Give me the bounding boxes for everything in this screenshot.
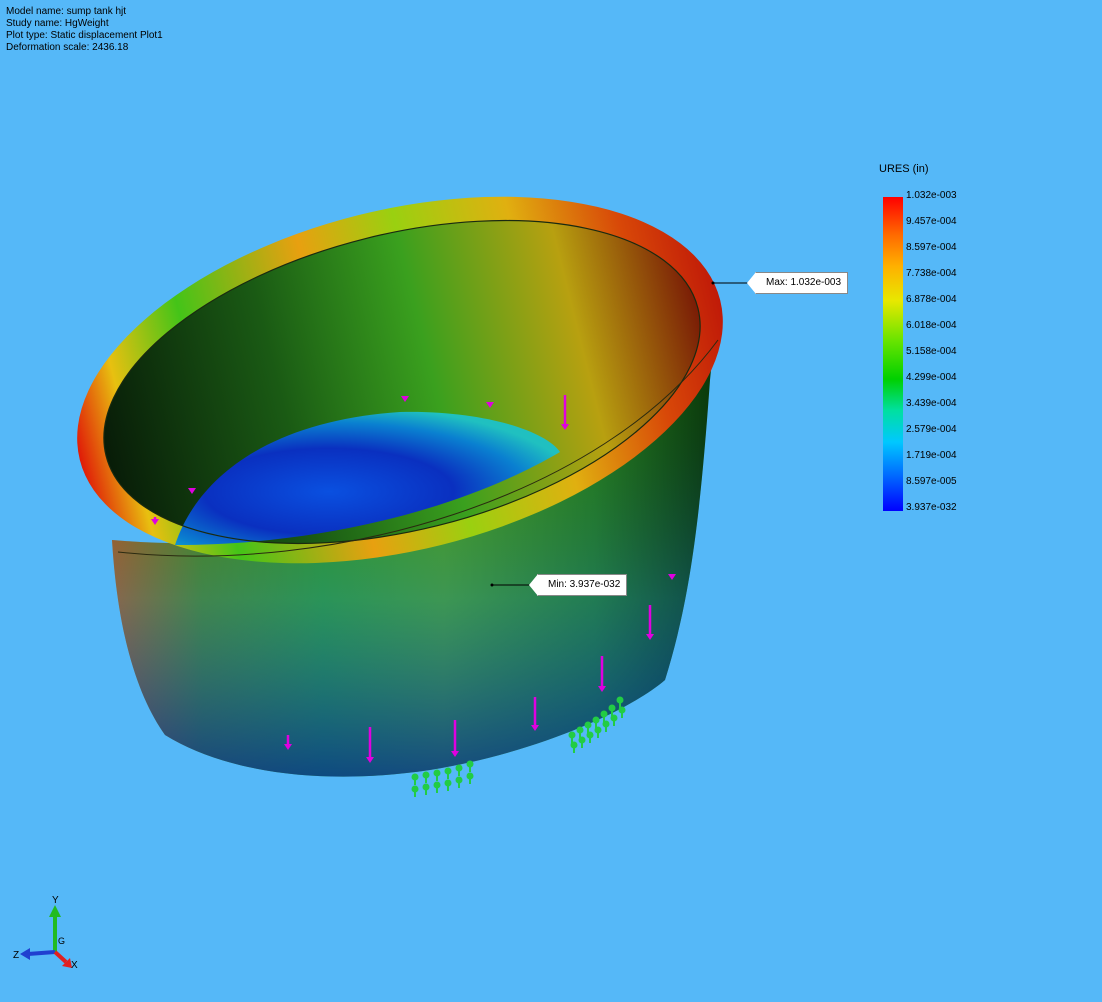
model-name-text: Model name: sump tank hjt	[6, 6, 127, 17]
fixture-symbols	[411, 696, 626, 797]
max-marker	[711, 281, 715, 285]
load-arrowhead	[598, 686, 606, 692]
y-axis-arrowhead	[49, 905, 61, 917]
legend-label: 1.032e-003	[906, 190, 957, 201]
load-arrowhead	[531, 725, 539, 731]
legend-title: URES (in)	[879, 163, 929, 175]
plot-type-text: Plot type: Static displacement Plot1	[6, 30, 163, 41]
load-arrows	[151, 395, 676, 763]
legend-label: 3.937e-032	[906, 502, 957, 513]
legend-label: 1.719e-004	[906, 450, 957, 461]
y-axis-label: Y	[52, 895, 59, 906]
load-arrowhead	[668, 574, 676, 580]
legend-label: 6.018e-004	[906, 320, 957, 331]
z-axis-label: Z	[13, 950, 19, 961]
legend-label: 4.299e-004	[906, 372, 957, 383]
g-axis-label: G	[58, 936, 65, 946]
tank-floor	[175, 411, 560, 545]
legend-label: 2.579e-004	[906, 424, 957, 435]
sump-tank-model	[77, 196, 723, 777]
x-axis-label: X	[71, 960, 78, 971]
load-arrowhead	[151, 519, 159, 525]
model-info-panel: Model name: sump tank hjt Study name: Hg…	[6, 6, 163, 54]
x-axis-arrowhead	[62, 958, 72, 968]
load-arrowhead	[366, 757, 374, 763]
min-marker	[490, 583, 494, 587]
load-arrowhead	[646, 634, 654, 640]
legend-label: 7.738e-004	[906, 268, 957, 279]
load-arrowhead	[188, 488, 196, 494]
axis-triad[interactable]: Y Z X G	[13, 895, 78, 971]
deformation-scale-text: Deformation scale: 2436.18	[6, 42, 129, 53]
legend-label: 3.439e-004	[906, 398, 957, 409]
z-axis-arrowhead	[20, 948, 30, 960]
legend-label: 8.597e-005	[906, 476, 957, 487]
x-axis-arrow	[53, 950, 68, 964]
tank-outer-wall-shading	[112, 330, 715, 777]
load-arrowhead	[486, 402, 494, 408]
legend-label: 6.878e-004	[906, 294, 957, 305]
legend-label: 5.158e-004	[906, 346, 957, 357]
load-arrowhead	[561, 424, 569, 430]
load-arrowhead	[401, 396, 409, 402]
rim-inner-edge	[103, 219, 701, 545]
legend-label: 9.457e-004	[906, 216, 957, 227]
load-arrowhead	[284, 744, 292, 750]
rim-lower-edge	[117, 339, 719, 557]
legend-label: 8.597e-004	[906, 242, 957, 253]
load-arrowhead	[451, 751, 459, 757]
min-callout[interactable]: Min: 3.937e-032	[528, 574, 628, 596]
z-axis-arrow	[27, 950, 56, 956]
legend-color-bar	[883, 197, 903, 511]
study-name-text: Study name: HgWeight	[6, 18, 109, 29]
max-callout[interactable]: Max: 1.032e-003	[746, 272, 849, 294]
